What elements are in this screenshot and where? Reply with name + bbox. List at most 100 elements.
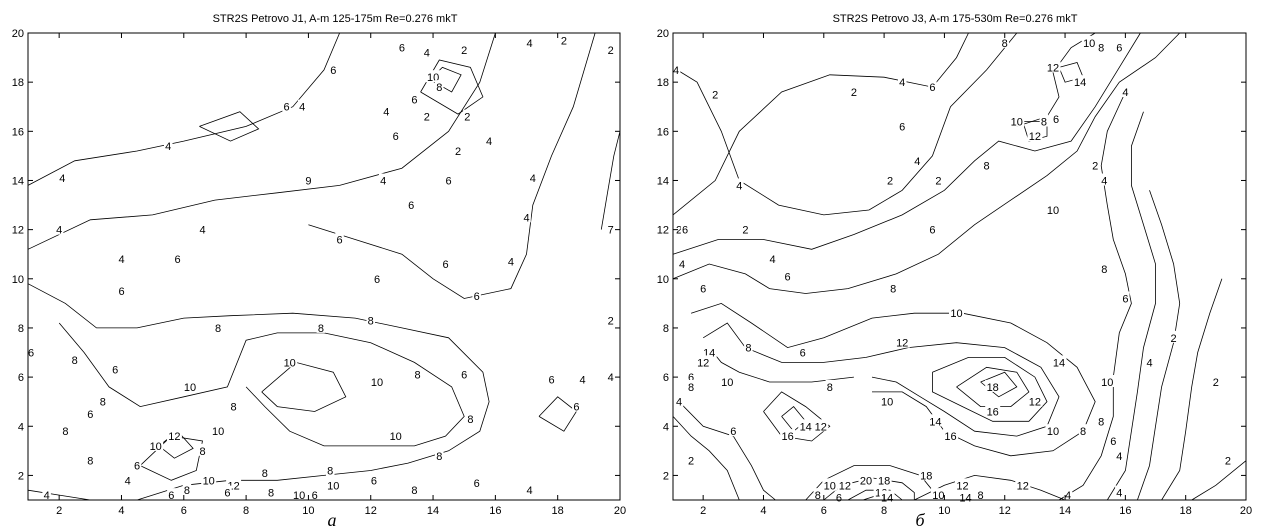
y-tick-label: 20 [12,28,24,40]
contour-label-bg [132,458,142,471]
contour-label: 12 [168,431,180,443]
contour-label: 10 [150,441,162,453]
x-tick-label: 8 [881,505,887,517]
contour-label-bg [934,173,943,186]
contour-label: 10 [1047,205,1059,217]
contour-label: 8 [327,466,333,478]
contour-label-bg [378,173,388,186]
contour-label-bg [559,33,569,46]
contour-label: 6 [446,176,452,188]
contour-label: 14 [881,493,893,505]
contour-label-bg [335,232,344,245]
contour-label-bg [768,252,777,265]
contour-label-bg [444,173,453,186]
contour-label-bg [837,478,853,491]
contour-label: 4 [580,375,586,387]
contour-line-2 [672,32,1018,216]
contour-label: 18 [920,470,932,482]
contour-label-bg [834,490,844,503]
contour-line-16 [956,366,1030,407]
contour-label: 6 [800,348,806,360]
contour-label: 4 [736,180,742,192]
contour-label-bg [698,281,708,294]
contour-label: 6 [224,488,230,500]
contour-label: 2 [688,456,694,468]
contour-label: 4 [899,77,905,89]
contour-label: 8 [467,414,473,426]
y-tick-label: 6 [18,372,24,384]
contour-label-bg [201,473,217,486]
contour-label-bg [1100,173,1109,186]
contour-label-bg [528,171,537,183]
contour-label: 12 [1029,397,1041,409]
x-tick-label: 2 [700,505,706,517]
contour-line-4 [538,396,577,432]
contour-label-bg [198,443,207,456]
contour-label-bg [606,370,615,383]
chart-title: STR2S Petrovo J1, A-m 125-175m Re=0.276 … [213,13,458,25]
plot-frame [672,32,1247,501]
contour-line-6 [1137,190,1181,501]
contour-label: 12 [956,480,968,492]
contour-label: 4 [769,254,775,266]
contour-label: 18 [987,382,999,394]
contour-label-bg [484,134,494,147]
x-tick-label: 6 [821,505,827,517]
contour-label: 6 [411,94,417,106]
contour-label-bg [210,424,226,437]
y-tick-label: 2 [18,470,24,482]
contour-label-bg [976,488,985,501]
contour-label-bg [70,352,79,365]
y-tick-label: 6 [663,372,669,384]
contour-line-10 [1058,91,1132,501]
contour-label-bg [729,424,738,437]
contour-label-bg [780,429,796,442]
contour-line-12 [914,474,1066,501]
contour-label-bg [701,345,717,358]
contour-label-bg [813,488,822,501]
contour-label: 8 [815,490,821,502]
x-tick-label: 2 [56,505,62,517]
contour-label: 4 [59,173,65,185]
contour-label-bg [695,355,711,368]
contour-label-bg [1072,75,1088,88]
contour-label-bg [885,173,895,186]
contour-label-bg [54,222,64,235]
x-tick-label: 16 [489,505,501,517]
contour-label: 12 [839,480,851,492]
contour-label-bg [1027,129,1043,142]
contour-label: 6 [337,235,343,247]
contour-label-bg [898,75,907,88]
contour-label: 4 [383,107,389,119]
contour-label: 8 [436,451,442,463]
contour-label: 4 [914,156,920,168]
contour-label-bg [825,379,835,392]
contour-label-bg [98,394,107,407]
contour-label: 4 [1146,357,1152,369]
contour-label: 2 [464,112,470,124]
y-tick-label: 4 [18,421,24,433]
contour-label-bg [435,448,444,461]
contour-label: 2 [461,45,467,57]
contour-label: 8 [890,284,896,296]
contour-label: 2 [1171,333,1177,345]
contour-label-bg [173,252,182,265]
contour-label-bg [686,453,696,466]
contour-label: 2 [608,45,614,57]
contour-label-bg [391,129,400,142]
contour-label: 6 [330,65,336,77]
contour-label: 8 [262,468,268,480]
y-tick-label: 18 [12,77,24,89]
contour-label: 10 [390,431,402,443]
contour-label-bg [326,463,335,476]
contour-label-bg [1015,478,1031,491]
contour-label-bg [783,269,792,282]
x-tick-label: 10 [938,505,950,517]
contour-label: 6 [284,102,290,114]
contour-label: 4 [527,38,533,50]
contour-label: 4 [44,490,50,502]
contour-label-bg [506,254,516,267]
panel-label: a [328,510,337,530]
contour-label-bg [1039,114,1049,127]
contour-label-bg [1078,424,1088,437]
